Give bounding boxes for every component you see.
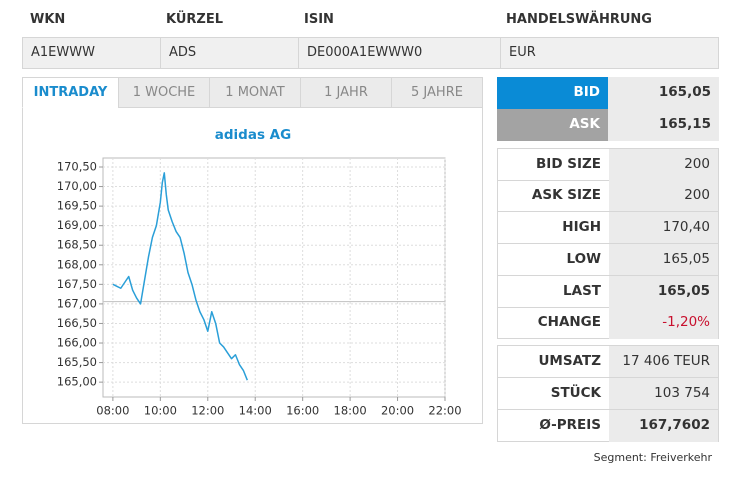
stat-row: CHANGE -1,20% [498,307,718,339]
stat-value: 200 [609,149,718,180]
header-value: EUR [500,37,719,69]
volume-box: UMSATZ 17 406 TEUR STÜCK 103 754 Ø-PREIS 16… [497,345,719,442]
y-tick-label: 167,00 [57,296,97,310]
chart-title: adidas AG [215,127,291,143]
tab[interactable]: 1 WOCHE [118,77,210,108]
stat-label: LOW [566,251,602,267]
y-tick-label: 167,50 [57,277,97,291]
plot-area [102,157,446,398]
y-tick-label: 169,00 [57,218,97,232]
stat-value: 170,40 [609,212,718,243]
x-tick-label: 18:00 [334,404,367,418]
y-tick-label: 170,00 [57,179,97,193]
header-value: ADS [160,37,299,69]
stat-row: ASK SIZE 200 [498,180,718,212]
y-tick-label: 165,50 [57,355,97,369]
stat-row: LOW 165,05 [498,244,718,276]
x-tick-label: 08:00 [96,404,129,418]
volume-value: 167,7602 [609,410,718,442]
volume-row: UMSATZ 17 406 TEUR [498,346,718,378]
volume-value: 103 754 [609,378,718,409]
header-label: ISIN [304,12,334,27]
y-tick-label: 165,00 [57,375,97,389]
y-tick-label: 169,50 [57,199,97,213]
stat-label: CHANGE [537,314,601,330]
volume-row: STÜCK 103 754 [498,378,718,410]
x-tick-label: 20:00 [381,404,414,418]
volume-value: 17 406 TEUR [609,346,718,377]
stat-value: 165,05 [609,244,718,275]
volume-label: Ø-PREIS [539,417,601,433]
stat-row: LAST 165,05 [498,276,718,308]
quote-row: BID 165,05 [497,77,719,109]
price-line [112,172,249,381]
y-tick-label: 166,50 [57,316,97,330]
x-tick-label: 16:00 [286,404,319,418]
stat-value: 200 [609,180,718,211]
quote-value: 165,15 [608,109,719,141]
stat-label: BID SIZE [536,156,601,172]
tab[interactable]: INTRADAY [22,77,119,108]
quote-label: BID [497,77,608,109]
stats-box: BID SIZE 200 ASK SIZE 200 HIGH 170,40 LOW 16… [497,148,719,339]
header-value: A1EWWW [22,37,161,69]
quote-row: ASK 165,15 [497,109,719,141]
segment-note: Segment: Freiverkehr [593,451,712,464]
header-label: HANDELSWÄHRUNG [506,12,652,27]
stat-label: ASK SIZE [531,187,601,203]
stat-label: LAST [563,283,601,299]
stat-label: HIGH [562,219,601,235]
volume-label: STÜCK [550,385,601,401]
volume-label: UMSATZ [538,353,601,369]
stat-row: HIGH 170,40 [498,212,718,244]
x-tick-label: 14:00 [239,404,272,418]
stat-value: -1,20% [609,307,718,339]
tab[interactable]: 5 JAHRE [391,77,483,108]
header-value: DE000A1EWWW0 [298,37,501,69]
y-tick-label: 168,50 [57,238,97,252]
x-tick-label: 22:00 [428,404,461,418]
quote-value: 165,05 [608,77,719,109]
quote-label: ASK [497,109,608,141]
x-tick-label: 12:00 [191,404,224,418]
header-label: KÜRZEL [166,12,224,27]
x-tick-label: 10:00 [144,404,177,418]
stat-value: 165,05 [609,276,718,307]
y-tick-label: 168,00 [57,257,97,271]
tab[interactable]: 1 MONAT [209,77,301,108]
chart: adidas AG 165,00 165,50 166,00 166,50 167,00… [57,127,462,418]
y-tick-label: 170,50 [57,159,97,173]
stat-row: BID SIZE 200 [498,149,718,181]
tab[interactable]: 1 JAHR [300,77,392,108]
header-label: WKN [30,12,66,27]
volume-row: Ø-PREIS 167,7602 [498,410,718,442]
y-tick-label: 166,00 [57,336,97,350]
